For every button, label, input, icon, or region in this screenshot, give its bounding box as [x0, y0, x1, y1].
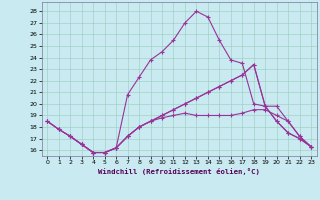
X-axis label: Windchill (Refroidissement éolien,°C): Windchill (Refroidissement éolien,°C) [98, 168, 260, 175]
